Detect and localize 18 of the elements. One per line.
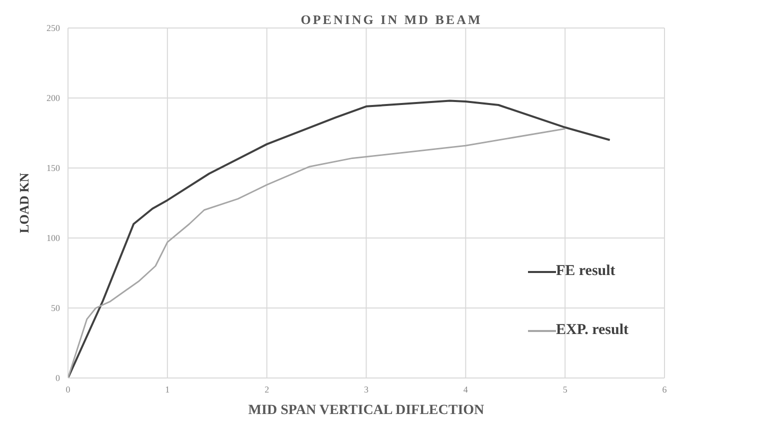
x-tick-label: 5 [562,384,568,394]
legend-label: FE result [556,263,616,280]
y-tick-label: 50 [51,303,60,314]
x-tick-label: 6 [662,384,668,394]
x-tick-label: 3 [364,384,369,394]
x-tick-label: 2 [264,384,270,394]
y-tick-label: 200 [46,93,60,104]
y-tick-label: 150 [46,163,60,174]
x-tick-label: 0 [66,384,71,394]
legend-label: EXP. result [556,322,629,339]
y-tick-label: 100 [46,233,60,244]
y-tick-label: 0 [56,373,60,384]
y-tick-label: 250 [46,23,60,34]
chart-title: OPENING IN MD BEAM [300,12,482,27]
y-axis-title: LOAD KN [16,172,32,234]
x-tick-label: 4 [463,384,468,394]
x-axis-title: MID SPAN VERTICAL DIFLECTION [248,403,484,418]
x-tick-label: 1 [165,384,170,394]
